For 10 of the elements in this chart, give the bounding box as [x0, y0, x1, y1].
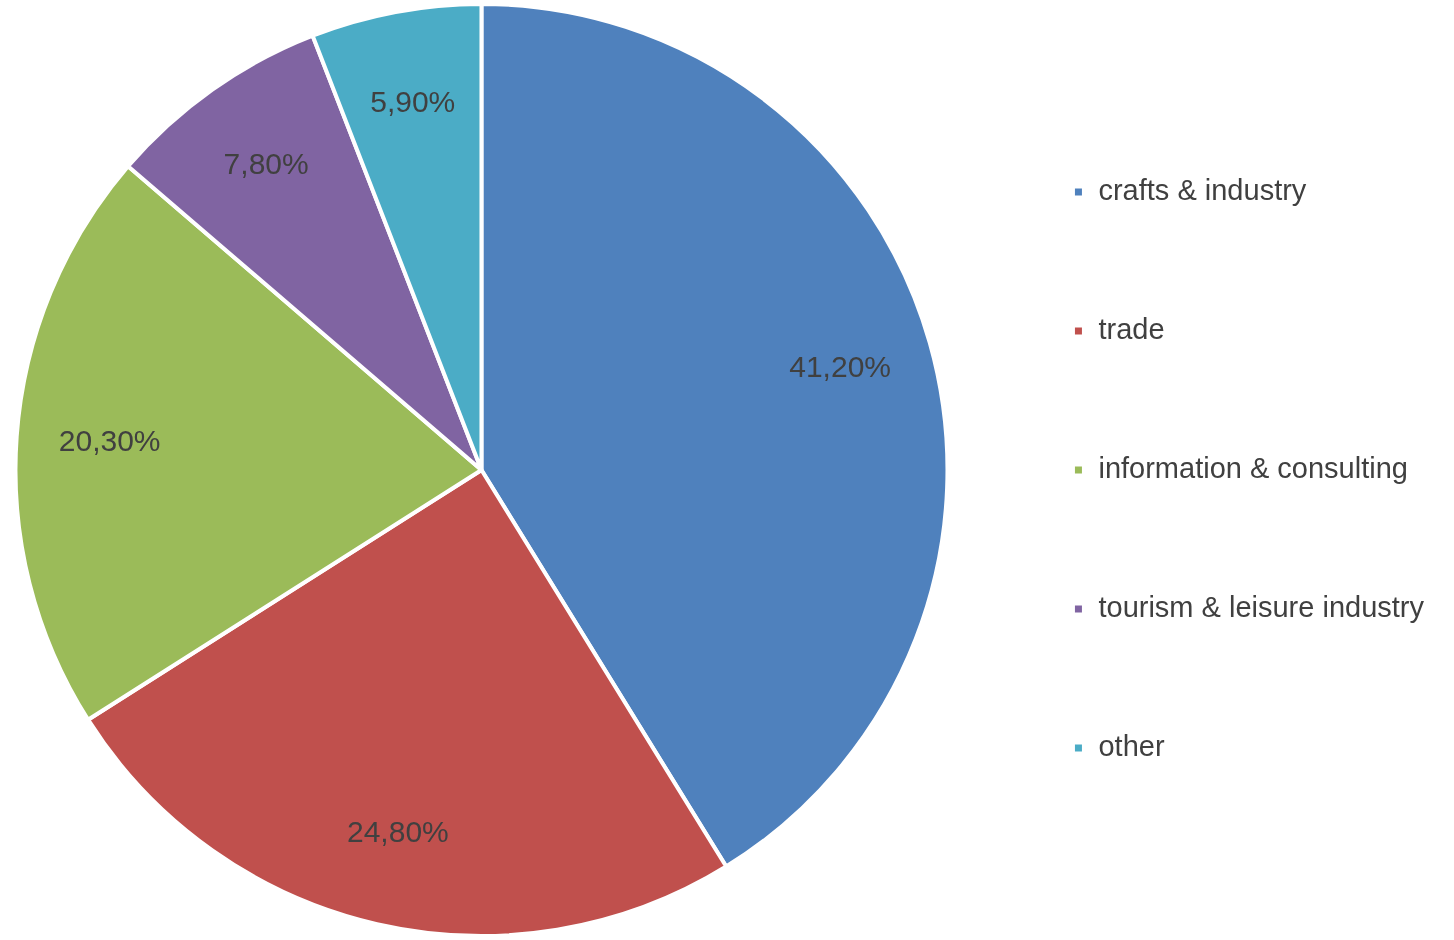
legend-label: information & consulting: [1098, 452, 1408, 484]
data-label: 7,80%: [223, 146, 309, 180]
data-label: 24,80%: [346, 814, 449, 848]
legend-label: other: [1098, 730, 1165, 762]
data-label: 20,30%: [58, 424, 161, 458]
legend-label: crafts & industry: [1098, 174, 1307, 206]
legend-label: tourism & leisure industry: [1098, 591, 1425, 623]
data-label: 5,90%: [370, 84, 456, 118]
data-label: 41,20%: [789, 349, 891, 383]
legend-label: trade: [1098, 313, 1165, 345]
